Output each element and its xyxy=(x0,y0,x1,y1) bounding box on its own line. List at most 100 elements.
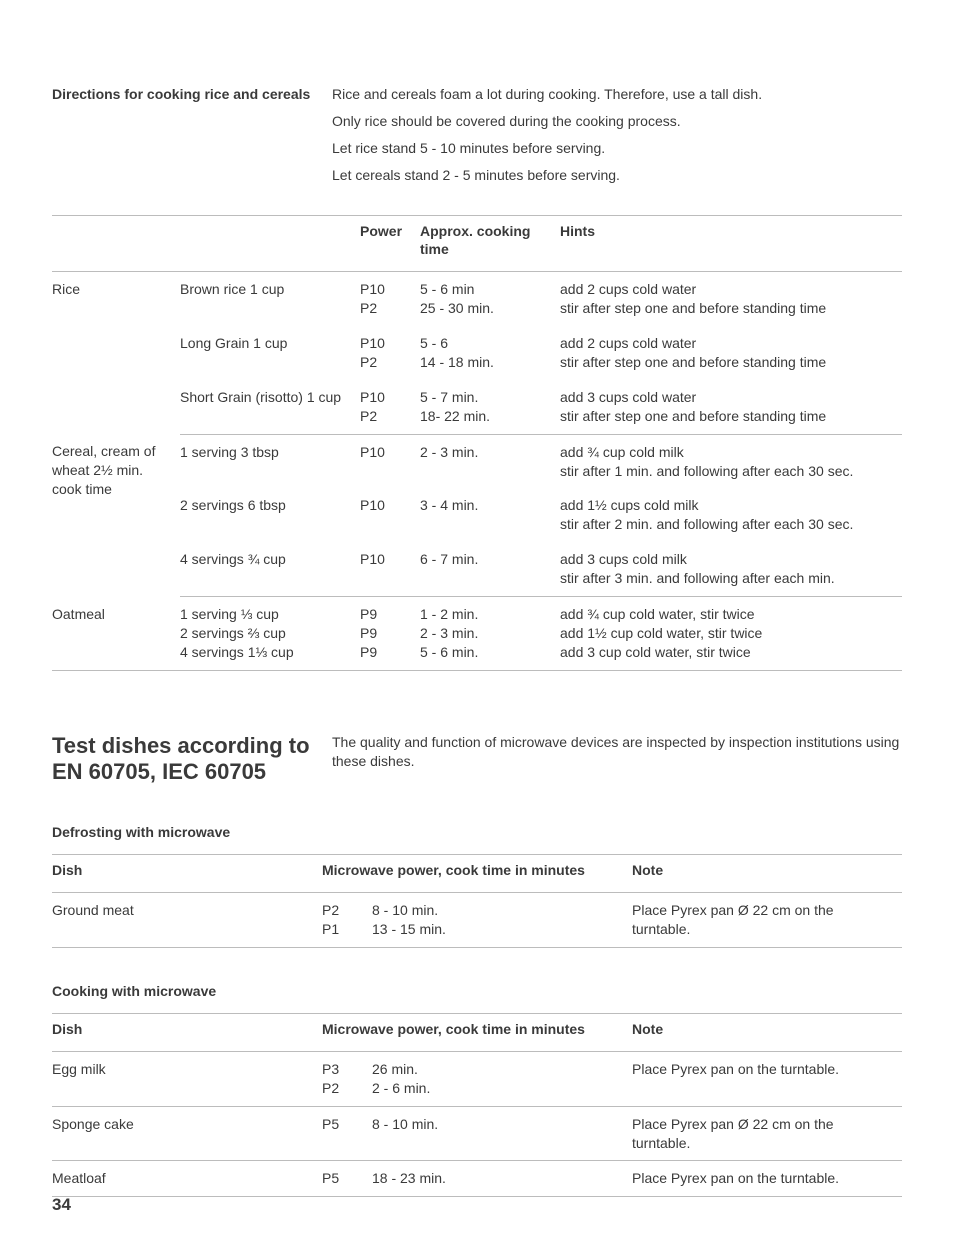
hint-line: stir after 2 min. and following after ea… xyxy=(560,515,898,534)
note-cell: Place Pyrex pan Ø 22 cm on the turntable… xyxy=(632,893,902,948)
hint-line: add 3 cups cold milk xyxy=(560,550,898,569)
item-cell: 2 servings 6 tbsp xyxy=(180,488,360,542)
power-cell: P10 xyxy=(360,542,420,596)
th-blank xyxy=(52,215,180,272)
power-line: P2 xyxy=(322,901,368,920)
power-line: P10 xyxy=(360,280,416,299)
power-cell: P10 P2 xyxy=(360,380,420,434)
hints-cell: add ¾ cup cold water, stir twice add 1½ … xyxy=(560,597,902,671)
table-row: Oatmeal 1 serving ⅓ cup 2 servings ⅔ cup… xyxy=(52,597,902,671)
power-cell: P3 P2 xyxy=(322,1051,372,1106)
table-row: Short Grain (risotto) 1 cup P10 P2 5 - 7… xyxy=(52,380,902,434)
note-line: Place Pyrex pan Ø 22 cm on the xyxy=(632,1115,898,1134)
th-blank xyxy=(180,215,360,272)
defrost-table: Dish Microwave power, cook time in minut… xyxy=(52,854,902,948)
note-line: turntable. xyxy=(632,1134,898,1153)
th-power: Microwave power, cook time in minutes xyxy=(322,855,632,893)
th-power: Power xyxy=(360,215,420,272)
hints-cell: add 1½ cups cold milk stir after 2 min. … xyxy=(560,488,902,542)
cooking-table: Dish Microwave power, cook time in minut… xyxy=(52,1013,902,1197)
note-line: Place Pyrex pan on the turntable. xyxy=(632,1060,898,1079)
hint-line: stir after step one and before standing … xyxy=(560,353,898,372)
hint-line: stir after step one and before standing … xyxy=(560,407,898,426)
page: Directions for cooking rice and cereals … xyxy=(0,0,954,1235)
item-cell: 1 serving 3 tbsp xyxy=(180,434,360,488)
note-line: turntable. xyxy=(632,920,898,939)
th-hints: Hints xyxy=(560,215,902,272)
hint-line: add ¾ cup cold water, stir twice xyxy=(560,605,898,624)
dish-cell: Egg milk xyxy=(52,1051,322,1106)
cooking-heading: Cooking with microwave xyxy=(52,982,902,1001)
hint-line: add 3 cup cold water, stir twice xyxy=(560,643,898,662)
category-cell: Oatmeal xyxy=(52,597,180,671)
table-row: Ground meat P2 P1 8 - 10 min. 13 - 15 mi… xyxy=(52,893,902,948)
hint-line: add 2 cups cold water xyxy=(560,280,898,299)
directions-block: Directions for cooking rice and cereals … xyxy=(52,85,902,193)
power-line: P2 xyxy=(360,407,416,426)
time-cell: 5 - 6 min 25 - 30 min. xyxy=(420,272,560,326)
power-line: P9 xyxy=(360,643,416,662)
note-line: Place Pyrex pan on the turntable. xyxy=(632,1169,898,1188)
item-line: 4 servings 1⅓ cup xyxy=(180,643,356,662)
time-line: 5 - 7 min. xyxy=(420,388,556,407)
item-line: 2 servings ⅔ cup xyxy=(180,624,356,643)
directions-line: Let rice stand 5 - 10 minutes before ser… xyxy=(332,139,762,158)
time-cell: 18 - 23 min. xyxy=(372,1161,632,1197)
power-line: P2 xyxy=(360,353,416,372)
dish-cell: Sponge cake xyxy=(52,1106,322,1161)
note-cell: Place Pyrex pan Ø 22 cm on the turntable… xyxy=(632,1106,902,1161)
table-row: 2 servings 6 tbsp P10 3 - 4 min. add 1½ … xyxy=(52,488,902,542)
power-cell: P2 P1 xyxy=(322,893,372,948)
item-cell: Short Grain (risotto) 1 cup xyxy=(180,380,360,434)
time-cell: 2 - 3 min. xyxy=(420,434,560,488)
table-row: Long Grain 1 cup P10 P2 5 - 6 14 - 18 mi… xyxy=(52,326,902,380)
th-power: Microwave power, cook time in minutes xyxy=(322,1013,632,1051)
table-row: Sponge cake P5 8 - 10 min. Place Pyrex p… xyxy=(52,1106,902,1161)
time-line: 26 min. xyxy=(372,1060,628,1079)
item-cell: Long Grain 1 cup xyxy=(180,326,360,380)
power-line: P9 xyxy=(360,605,416,624)
power-cell: P5 xyxy=(322,1106,372,1161)
test-section-heading: Test dishes according to EN 60705, IEC 6… xyxy=(52,733,332,786)
hints-cell: add ¾ cup cold milk stir after 1 min. an… xyxy=(560,434,902,488)
hints-cell: add 3 cups cold water stir after step on… xyxy=(560,380,902,434)
spacer xyxy=(52,948,902,974)
table-row: Egg milk P3 P2 26 min. 2 - 6 min. Place … xyxy=(52,1051,902,1106)
table-row: 4 servings ¾ cup P10 6 - 7 min. add 3 cu… xyxy=(52,542,902,596)
directions-line: Let cereals stand 2 - 5 minutes before s… xyxy=(332,166,762,185)
time-line: 13 - 15 min. xyxy=(372,920,628,939)
power-line: P2 xyxy=(360,299,416,318)
category-cell: Cereal, cream of wheat 2½ min. cook time xyxy=(52,434,180,596)
table-row: Cereal, cream of wheat 2½ min. cook time… xyxy=(52,434,902,488)
time-cell: 5 - 7 min. 18- 22 min. xyxy=(420,380,560,434)
th-time: Approx. cooking time xyxy=(420,215,560,272)
hints-cell: add 3 cups cold milk stir after 3 min. a… xyxy=(560,542,902,596)
table-row: Rice Brown rice 1 cup P10 P2 5 - 6 min 2… xyxy=(52,272,902,326)
hint-line: stir after step one and before standing … xyxy=(560,299,898,318)
time-cell: 3 - 4 min. xyxy=(420,488,560,542)
time-cell: 8 - 10 min. 13 - 15 min. xyxy=(372,893,632,948)
hint-line: add 1½ cup cold water, stir twice xyxy=(560,624,898,643)
hints-cell: add 2 cups cold water stir after step on… xyxy=(560,272,902,326)
directions-line: Only rice should be covered during the c… xyxy=(332,112,762,131)
power-line: P10 xyxy=(360,388,416,407)
directions-line: Rice and cereals foam a lot during cooki… xyxy=(332,85,762,104)
power-line: P1 xyxy=(322,920,368,939)
time-line: 1 - 2 min. xyxy=(420,605,556,624)
hint-line: stir after 1 min. and following after ea… xyxy=(560,462,898,481)
page-number: 34 xyxy=(52,1194,71,1217)
directions-body: Rice and cereals foam a lot during cooki… xyxy=(332,85,762,193)
defrost-heading: Defrosting with microwave xyxy=(52,823,902,842)
item-line: 1 serving ⅓ cup xyxy=(180,605,356,624)
power-line: P2 xyxy=(322,1079,368,1098)
power-cell: P10 P2 xyxy=(360,326,420,380)
note-line: Place Pyrex pan Ø 22 cm on the xyxy=(632,901,898,920)
table-header-row: Dish Microwave power, cook time in minut… xyxy=(52,855,902,893)
item-cell: Brown rice 1 cup xyxy=(180,272,360,326)
rice-cereal-table: Power Approx. cooking time Hints Rice Br… xyxy=(52,215,902,671)
note-cell: Place Pyrex pan on the turntable. xyxy=(632,1161,902,1197)
th-note: Note xyxy=(632,855,902,893)
power-cell: P9 P9 P9 xyxy=(360,597,420,671)
time-line: 8 - 10 min. xyxy=(372,901,628,920)
time-line: 5 - 6 xyxy=(420,334,556,353)
